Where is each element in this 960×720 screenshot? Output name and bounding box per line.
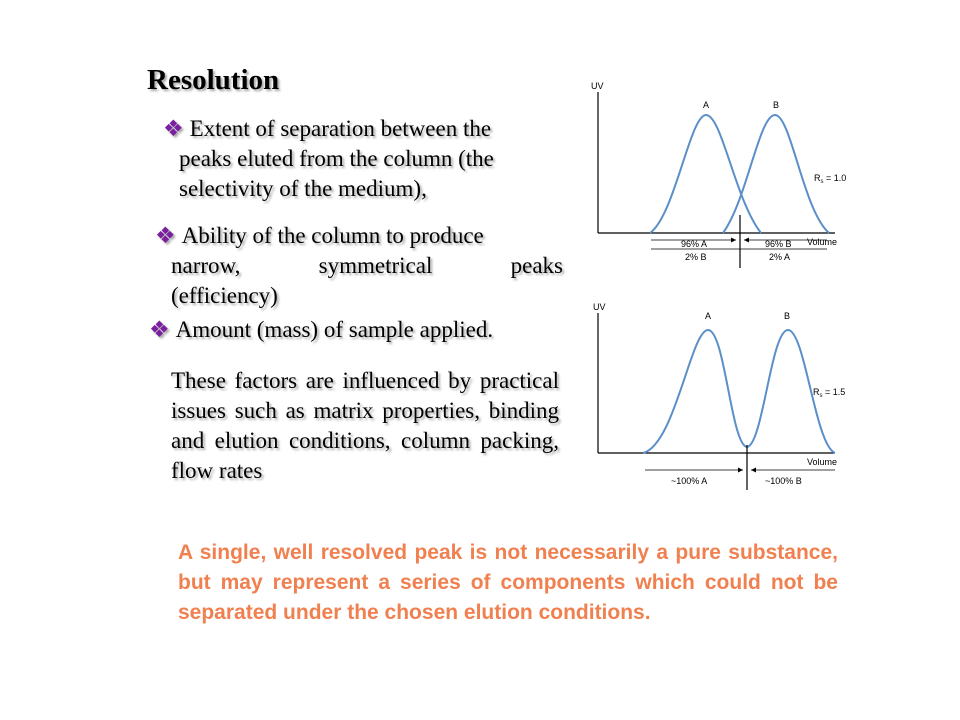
rs-prefix: R <box>813 387 820 397</box>
peak-b-label: B <box>773 100 779 110</box>
bullet-sample-amount: ❖ Amount (mass) of sample applied. <box>149 315 579 345</box>
arrowhead-icon <box>738 467 743 473</box>
left-fraction-top: ~100% A <box>671 476 707 486</box>
resolution-value: Rs = 1.0 <box>814 173 846 185</box>
peak-b-curve <box>722 113 830 234</box>
arrowhead-icon <box>731 237 736 243</box>
peak-a-curve <box>649 113 762 234</box>
right-fraction-top: 96% B <box>765 239 792 249</box>
bullet-text: peaks eluted from the column (the <box>179 146 494 171</box>
peak-a-label: A <box>703 100 709 110</box>
rs-subscript: s <box>821 179 824 185</box>
diamond-bullet-icon: ❖ <box>149 317 170 342</box>
bullet-text: (efficiency) <box>171 283 278 308</box>
arrowhead-icon <box>751 467 756 473</box>
bullet-separation: ❖ Extent of separation between the peaks … <box>163 114 571 204</box>
y-axis-label: UV <box>591 81 604 91</box>
chromatogram-rs-1-0: UV Volume A B Rs = 1.0 96% A 2% B 96% B … <box>591 81 846 268</box>
rs-number: = 1.5 <box>823 387 846 397</box>
bullet-efficiency: ❖ Ability of the column to produce narrow… <box>155 221 563 311</box>
chromatogram-rs-1-5: UV Volume A B Rs = 1.5 ~100% A ~100% B <box>593 302 845 490</box>
slide-title: Resolution <box>147 64 280 96</box>
rs-prefix: R <box>814 173 821 183</box>
diamond-bullet-icon: ❖ <box>155 223 176 248</box>
x-axis-label: Volume <box>807 457 837 467</box>
peak-b-label: B <box>784 311 790 321</box>
purity-note: A single, well resolved peak is not nece… <box>178 541 838 624</box>
bullet-text: Extent of separation between the <box>189 116 492 141</box>
resolution-value: Rs = 1.5 <box>813 387 845 399</box>
arrowhead-icon <box>744 237 749 243</box>
bullet-text: selectivity of the medium), <box>179 176 427 201</box>
bullet-text: Amount (mass) of sample applied. <box>175 317 494 342</box>
diamond-bullet-icon: ❖ <box>163 116 184 141</box>
resolved-peaks-curve <box>642 328 836 454</box>
left-fraction-bottom: 2% B <box>685 252 707 262</box>
right-fraction-bottom: 2% A <box>769 252 790 262</box>
y-axis-label: UV <box>593 302 606 312</box>
rs-number: = 1.0 <box>824 173 847 183</box>
factors-paragraph: These factors are influenced by practica… <box>171 368 559 483</box>
bullet-text: Ability of the column to produce <box>181 223 484 248</box>
right-fraction-top: ~100% B <box>765 476 802 486</box>
rs-subscript: s <box>820 393 823 399</box>
peak-a-label: A <box>705 311 711 321</box>
bullet-text: narrow, symmetrical peaks <box>171 253 563 278</box>
left-fraction-top: 96% A <box>681 239 707 249</box>
x-axis-label: Volume <box>807 237 837 247</box>
